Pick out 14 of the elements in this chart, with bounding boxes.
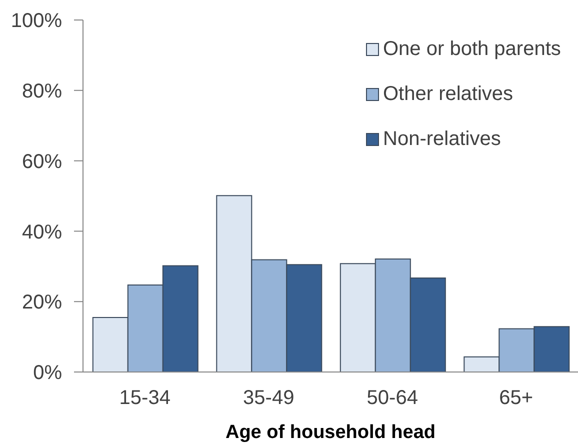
legend-label: One or both parents [383, 38, 561, 61]
x-tick-label: 15-34 [119, 387, 170, 410]
x-tick-label: 65+ [499, 387, 534, 410]
x-tick-label: 50-64 [366, 387, 418, 410]
legend-label: Non-relatives [383, 128, 501, 151]
y-tick-label: 60% [22, 150, 62, 173]
y-tick-label: 40% [22, 221, 62, 244]
y-tick-label: 20% [22, 292, 62, 314]
x-axis-title: Age of household head [225, 422, 436, 443]
y-tick-label: 0% [33, 362, 62, 384]
legend-label: Other relatives [383, 83, 514, 106]
x-tick-label: 35-49 [243, 387, 294, 410]
y-tick-label: 100% [10, 10, 62, 32]
y-tick-label: 80% [22, 80, 62, 102]
